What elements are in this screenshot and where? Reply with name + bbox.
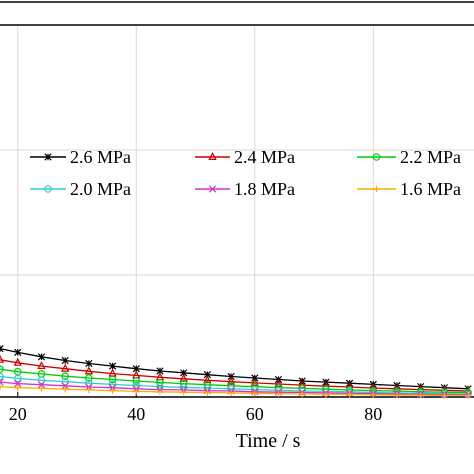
data-point-5-16 [370,391,377,398]
data-point-5-20 [464,392,472,399]
data-point-5-12 [275,390,282,397]
data-point-5-19 [441,392,448,399]
series-line-1 [0,359,469,392]
data-point-4-2 [37,381,46,389]
data-point-1-11 [250,377,259,386]
x-tick-label-3: 80 [364,404,382,424]
data-point-2-5 [108,375,117,384]
series-group [0,345,473,399]
legend-marker-3 [44,185,52,193]
series-line-3 [0,375,469,395]
data-point-1-1 [13,357,22,366]
data-point-5-18 [417,391,424,399]
grid [0,25,474,397]
data-point-5-3 [61,385,69,393]
legend-label-2: 2.2 MPa [400,147,461,167]
legend-label-5: 1.6 MPa [400,179,461,199]
x-axis-label: Time / s [236,430,301,452]
legend-item-3: 2.0 MPa [30,179,131,199]
data-point-1-3 [60,363,70,372]
legend-item-0: 2.6 MPa [30,147,131,167]
data-point-5-15 [346,391,353,398]
legend-item-4: 1.8 MPa [195,179,295,199]
legend-label-0: 2.6 MPa [70,147,131,167]
data-point-5-4 [85,386,93,394]
data-point-5-13 [298,390,306,398]
data-point-1-0 [0,354,5,363]
data-point-0-2 [37,353,46,361]
legend-item-1: 2.4 MPa [195,147,295,167]
x-tick-label-0: 20 [9,404,27,424]
data-point-1-5 [108,368,117,377]
data-point-5-2 [38,385,45,392]
data-point-5-6 [133,388,140,395]
data-point-3-3 [61,377,69,386]
x-tick-label-1: 40 [127,404,145,424]
data-point-0-4 [85,359,93,368]
data-point-5-7 [156,388,164,395]
data-point-3-2 [37,376,46,385]
legend-marker-0 [44,153,52,161]
data-point-2-3 [61,372,69,380]
x-tick-label-2: 60 [246,404,264,424]
data-point-2-7 [156,378,164,387]
data-point-5-17 [393,391,401,399]
data-point-3-1 [13,374,22,383]
data-point-3-0 [0,372,4,381]
legend-label-1: 2.4 MPa [234,147,295,167]
legend: 2.6 MPa 2.4 MPa 2.2 MPa 2.0 MPa 1.8 MPa 1.6 M… [30,147,461,199]
data-point-5-1 [14,384,21,391]
data-point-4-0 [0,378,4,386]
data-point-5-8 [180,388,187,396]
data-point-1-2 [37,361,46,370]
legend-marker-5 [373,185,380,193]
data-point-5-0 [0,383,4,390]
data-point-1-9 [203,375,212,384]
data-point-5-10 [227,389,235,397]
legend-marker-1 [208,152,217,160]
data-point-0-5 [108,362,117,370]
data-point-1-12 [274,378,283,387]
data-point-5-14 [322,391,330,398]
legend-label-3: 2.0 MPa [70,179,131,199]
data-point-1-8 [179,373,188,382]
data-point-5-9 [204,389,211,396]
legend-item-5: 1.6 MPa [357,179,461,199]
data-point-4-1 [14,379,22,388]
series-5 [0,383,472,399]
data-point-4-3 [61,382,69,390]
data-point-1-4 [84,366,94,375]
data-point-2-6 [132,377,141,385]
legend-label-4: 1.8 MPa [234,179,295,199]
data-point-0-0 [0,345,4,353]
data-point-1-10 [226,376,236,385]
data-point-2-0 [0,365,4,373]
legend-marker-4 [208,185,217,193]
data-point-5-5 [109,387,116,394]
data-point-5-11 [251,390,258,397]
x-tick-labels: 20 40 60 80 [9,404,382,424]
legend-item-2: 2.2 MPa [357,147,461,167]
plot-frame [0,1,474,398]
legend-marker-2 [372,153,381,161]
data-point-2-4 [85,374,93,382]
data-point-0-3 [61,356,69,365]
data-point-0-1 [14,348,22,356]
